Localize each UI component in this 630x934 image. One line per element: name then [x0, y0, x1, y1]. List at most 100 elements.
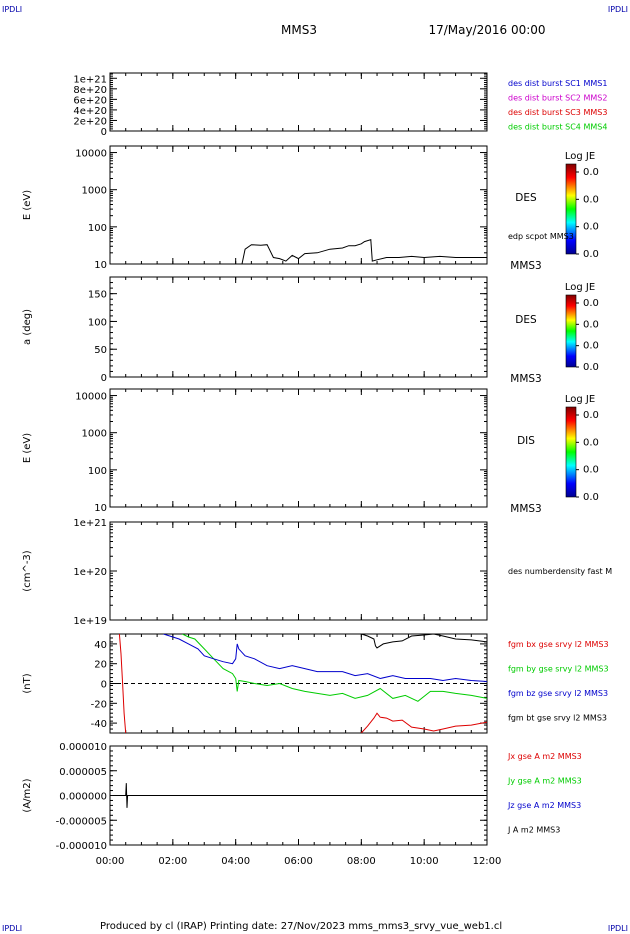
instrument-label: DES — [515, 314, 537, 326]
colorbar-tick-label: 0.0 — [583, 222, 599, 233]
y-tick-label: -40 — [91, 719, 107, 730]
series-line — [118, 634, 127, 733]
panel-frame — [109, 145, 488, 265]
right-label: fgm bz gse srvy l2 MMS3 — [508, 689, 608, 698]
colorbar-tick-label: 0.0 — [583, 249, 599, 260]
x-tick-label: 06:00 — [284, 856, 313, 867]
y-tick-label: 6e+20 — [73, 95, 107, 106]
series-line — [110, 783, 487, 808]
right-label: des dist burst SC4 MMS4 — [508, 123, 607, 132]
right-label: Jy gse A m2 MMS3 — [507, 777, 582, 786]
right-label: des numberdensity fast M — [508, 567, 612, 576]
colorbar-title: Log JE — [565, 282, 595, 293]
x-tick-label: 08:00 — [347, 856, 376, 867]
spacecraft-label: MMS3 — [510, 373, 541, 385]
spacecraft-label: MMS3 — [510, 503, 541, 515]
y-tick-label: 1e+21 — [73, 518, 107, 529]
x-tick-label: 00:00 — [96, 856, 125, 867]
colorbar — [565, 406, 577, 498]
right-label: des dist burst SC3 MMS3 — [508, 108, 607, 117]
colorbar-tick-label: 0.0 — [583, 410, 599, 421]
y-tick-label: 10 — [94, 503, 107, 514]
date-title: 17/May/2016 00:00 — [428, 23, 545, 37]
series-line — [361, 634, 487, 649]
y-tick-label: -20 — [91, 699, 107, 710]
right-label: des dist burst SC1 MMS1 — [508, 79, 607, 88]
y-tick-label: 100 — [88, 466, 107, 477]
corner-label-top-left: IPDLI — [2, 5, 22, 14]
colorbar — [565, 294, 577, 368]
panel-frame — [109, 276, 488, 378]
panel-3: 0 50 100 150 a (deg) DES MMS3 Log JE 0.0 0.0 0.0 0.… — [22, 276, 599, 385]
colorbar-tick-label: 0.0 — [583, 194, 599, 205]
series-line — [182, 634, 487, 702]
series-line — [163, 634, 487, 682]
colorbar-tick-label: 0.0 — [583, 167, 599, 178]
panel-frame — [109, 521, 488, 621]
colorbar-tick-label: 0.0 — [583, 362, 599, 373]
y-tick-label: 100 — [88, 317, 107, 328]
instrument-label: DES — [515, 192, 537, 204]
y-axis-label: (nT) — [22, 673, 33, 693]
y-axis-label: (cm^-3) — [22, 550, 33, 591]
y-tick-label: 100 — [88, 223, 107, 234]
corner-label-bottom-left: IPDLI — [2, 924, 22, 933]
panel-frame — [109, 388, 488, 508]
panel-5: 1e+19 1e+20 1e+21 (cm^-3) des numberdensity … — [22, 518, 612, 627]
y-tick-label: 2e+20 — [73, 116, 107, 127]
colorbar-tick-label: 0.0 — [583, 341, 599, 352]
x-tick-label: 10:00 — [410, 856, 439, 867]
y-tick-label: 150 — [88, 290, 107, 301]
y-tick-label: 20 — [94, 660, 107, 671]
spacecraft-label: MMS3 — [510, 260, 541, 272]
y-tick-label: 0.000010 — [59, 742, 107, 753]
right-label: J A m2 MMS3 — [507, 826, 560, 835]
y-tick-label: 1e+19 — [73, 616, 107, 627]
series-line — [360, 712, 487, 733]
overlay-label: edp scpot MMS3 — [508, 232, 574, 241]
y-axis-label: E (eV) — [22, 190, 33, 220]
panel-7: -0.000010 -0.000005 0.000000 0.000005 0.0000… — [22, 742, 582, 852]
y-tick-label: 1000 — [82, 429, 107, 440]
y-axis-label: E (eV) — [22, 433, 33, 463]
right-label: fgm bt gse srvy l2 MMS3 — [508, 714, 607, 723]
series-line — [241, 239, 487, 264]
colorbar-tick-label: 0.0 — [583, 492, 599, 503]
y-axis-label: a (deg) — [22, 309, 33, 345]
colorbar-title: Log JE — [565, 394, 595, 405]
instrument-label: DIS — [517, 435, 535, 447]
y-tick-label: 40 — [94, 640, 107, 651]
panel-6: -40 -20 0 20 40 (nT) fgm bx gse srvy l2 MMS3 fg… — [22, 633, 609, 734]
y-tick-label: 10000 — [75, 149, 107, 160]
colorbar-title: Log JE — [565, 151, 595, 162]
colorbar-tick-label: 0.0 — [583, 465, 599, 476]
y-tick-label: 0 — [101, 373, 107, 384]
colorbar-tick-label: 0.0 — [583, 319, 599, 330]
y-tick-label: 0 — [101, 127, 107, 138]
y-tick-label: 0.000005 — [59, 767, 107, 778]
right-label: des dist burst SC2 MMS2 — [508, 94, 607, 103]
panel-frame — [109, 72, 488, 132]
y-tick-label: -0.000010 — [56, 841, 107, 852]
y-tick-label: 1e+21 — [73, 74, 107, 85]
x-tick-label: 02:00 — [158, 856, 187, 867]
right-label: Jx gse A m2 MMS3 — [507, 752, 582, 761]
spacecraft-title: MMS3 — [281, 23, 317, 37]
corner-label-bottom-right: IPDLI — [608, 924, 628, 933]
panel-4: 10 100 1000 10000 E (eV) DIS MMS3 Log JE 0.0 0.0 0… — [22, 388, 599, 515]
right-label: fgm by gse srvy l2 MMS3 — [508, 665, 609, 674]
x-tick-label: 12:00 — [473, 856, 502, 867]
colorbar-tick-label: 0.0 — [583, 298, 599, 309]
right-label: fgm bx gse srvy l2 MMS3 — [508, 640, 609, 649]
y-tick-label: 0.000000 — [59, 792, 107, 803]
y-tick-label: 0 — [101, 680, 107, 691]
footer-credits: Produced by cl (IRAP) Printing date: 27/… — [100, 921, 502, 932]
x-tick-label: 04:00 — [221, 856, 250, 867]
panel-2: 10 100 1000 10000 E (eV) DES MMS3 Log JE 0.0 0.0 0… — [22, 145, 599, 272]
colorbar — [565, 163, 577, 255]
right-label: Jz gse A m2 MMS3 — [507, 801, 581, 810]
corner-label-top-right: IPDLI — [608, 5, 628, 14]
y-tick-label: 1000 — [82, 186, 107, 197]
